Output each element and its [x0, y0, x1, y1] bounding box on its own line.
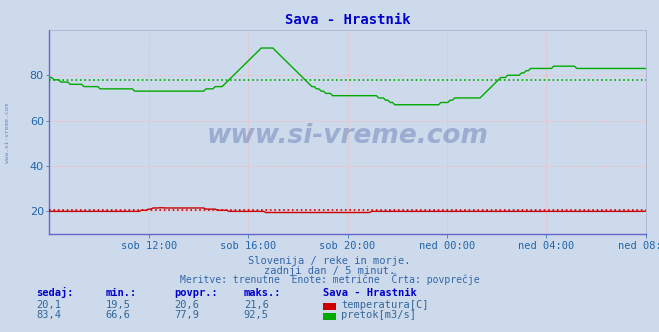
Text: 83,4: 83,4	[36, 310, 61, 320]
Text: maks.:: maks.:	[244, 288, 281, 298]
Text: Meritve: trenutne  Enote: metrične  Črta: povprečje: Meritve: trenutne Enote: metrične Črta: …	[180, 273, 479, 285]
Text: 20,1: 20,1	[36, 300, 61, 310]
Text: 19,5: 19,5	[105, 300, 130, 310]
Text: 20,6: 20,6	[175, 300, 200, 310]
Text: temperatura[C]: temperatura[C]	[341, 300, 429, 310]
Text: 21,6: 21,6	[244, 300, 269, 310]
Text: sedaj:: sedaj:	[36, 287, 74, 298]
Text: zadnji dan / 5 minut.: zadnji dan / 5 minut.	[264, 266, 395, 276]
Text: Slovenija / reke in morje.: Slovenija / reke in morje.	[248, 256, 411, 266]
Text: 92,5: 92,5	[244, 310, 269, 320]
Text: 66,6: 66,6	[105, 310, 130, 320]
Text: pretok[m3/s]: pretok[m3/s]	[341, 310, 416, 320]
Text: www.si-vreme.com: www.si-vreme.com	[5, 103, 11, 163]
Title: Sava - Hrastnik: Sava - Hrastnik	[285, 13, 411, 27]
Text: Sava - Hrastnik: Sava - Hrastnik	[323, 288, 416, 298]
Text: www.si-vreme.com: www.si-vreme.com	[207, 123, 488, 149]
Text: povpr.:: povpr.:	[175, 288, 218, 298]
Text: 77,9: 77,9	[175, 310, 200, 320]
Text: min.:: min.:	[105, 288, 136, 298]
